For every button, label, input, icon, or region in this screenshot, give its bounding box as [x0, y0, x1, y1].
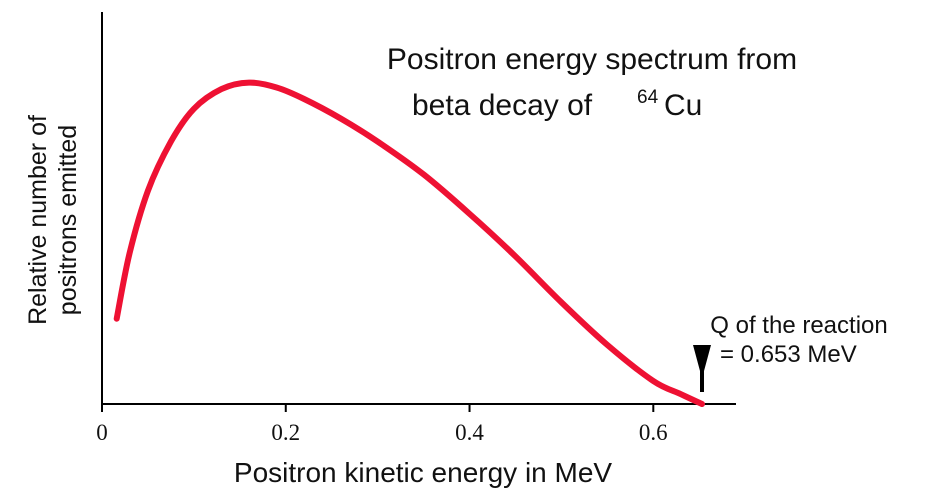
chart-title-line1: Positron energy spectrum from	[387, 43, 797, 76]
chart-title-line2: beta decay of 64 Cu	[412, 77, 702, 122]
isotope-mass-number: 64	[637, 87, 659, 108]
x-axis-label: Positron kinetic energy in MeV	[234, 457, 613, 488]
y-axis-label-line2: positrons emitted	[54, 125, 82, 315]
isotope-symbol: Cu	[664, 89, 702, 122]
axes	[101, 12, 736, 405]
down-arrow-icon	[693, 345, 712, 392]
spectrum-curve	[113, 79, 705, 407]
x-tick-label: 0	[96, 420, 108, 445]
annotation-line1: Q of the reaction	[710, 312, 887, 339]
series	[113, 79, 705, 407]
chart-title: Positron energy spectrum from beta decay…	[387, 43, 797, 122]
q-value-annotation: Q of the reaction = 0.653 MeV	[693, 312, 888, 392]
y-axis-label-line1: Relative number of	[24, 115, 52, 325]
chart-title-prefix: beta decay of	[412, 89, 593, 122]
y-axis-label: Relative number of positrons emitted	[24, 115, 82, 325]
x-tick-label: 0.2	[271, 420, 300, 445]
x-tick-label: 0.6	[639, 420, 668, 445]
x-tick-label: 0.4	[455, 420, 484, 445]
annotation-line2: = 0.653 MeV	[720, 341, 857, 368]
x-ticks: 0 0.2 0.4 0.6	[96, 404, 668, 445]
